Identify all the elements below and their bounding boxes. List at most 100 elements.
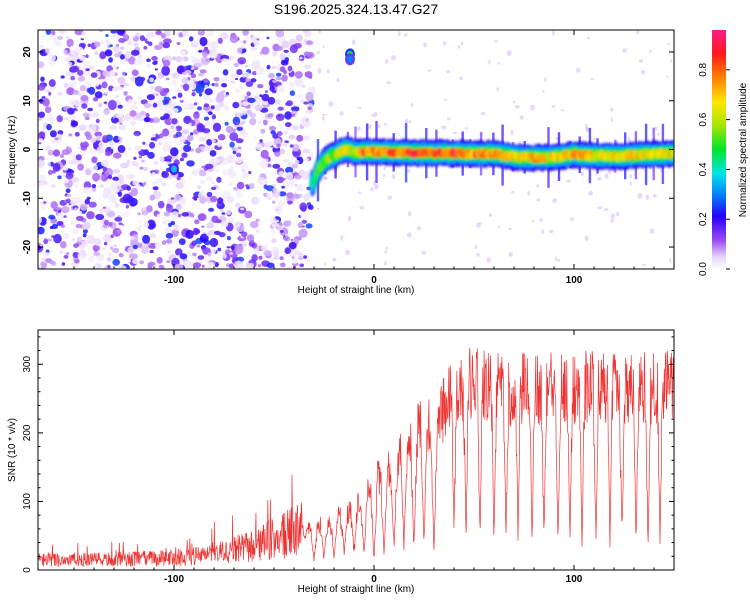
faint-speckle bbox=[552, 198, 557, 204]
noise-speckle bbox=[199, 69, 207, 74]
noise-speckle bbox=[60, 75, 65, 79]
noise-speckle bbox=[248, 171, 252, 175]
noise-speckle bbox=[263, 250, 272, 257]
noise-speckle bbox=[293, 249, 301, 255]
noise-speckle bbox=[68, 133, 73, 137]
noise-speckle bbox=[306, 40, 314, 46]
noise-speckle bbox=[228, 55, 234, 61]
noise-speckle bbox=[141, 159, 146, 163]
noise-speckle bbox=[114, 203, 120, 208]
noise-speckle bbox=[105, 34, 109, 37]
noise-speckle bbox=[299, 263, 305, 268]
noise-speckle bbox=[253, 39, 260, 47]
noise-speckle bbox=[275, 76, 282, 81]
faint-speckle bbox=[508, 252, 513, 257]
noise-speckle bbox=[75, 223, 82, 229]
snr-xtick-label: -100 bbox=[164, 574, 184, 585]
noise-speckle bbox=[161, 219, 171, 226]
noise-speckle bbox=[161, 216, 166, 219]
noise-speckle bbox=[54, 40, 62, 47]
noise-speckle bbox=[229, 132, 239, 142]
noise-speckle bbox=[228, 263, 234, 269]
noise-speckle bbox=[213, 159, 221, 164]
snr-frame bbox=[37, 329, 675, 571]
colorbar-label: Normalized spectral amplitude bbox=[738, 82, 749, 217]
noise-speckle bbox=[206, 30, 214, 37]
noise-speckle bbox=[251, 196, 260, 205]
noise-speckle bbox=[193, 262, 202, 268]
noise-speckle bbox=[198, 169, 207, 177]
faint-speckle bbox=[586, 36, 591, 40]
noise-speckle bbox=[208, 111, 213, 116]
noise-speckle bbox=[171, 72, 180, 79]
noise-speckle bbox=[149, 77, 155, 83]
noise-speckle bbox=[305, 91, 314, 102]
noise-speckle bbox=[302, 30, 309, 33]
faint-speckle bbox=[607, 168, 612, 174]
noise-speckle bbox=[48, 53, 56, 62]
noise-speckle bbox=[235, 122, 240, 125]
noise-speckle bbox=[153, 169, 160, 175]
faint-speckle bbox=[649, 228, 655, 234]
noise-speckle bbox=[182, 56, 189, 62]
noise-speckle bbox=[235, 157, 243, 164]
noise-speckle bbox=[103, 91, 109, 95]
noise-speckle bbox=[137, 220, 142, 224]
noise-speckle bbox=[292, 143, 300, 152]
faint-speckle bbox=[408, 119, 411, 124]
noise-speckle bbox=[198, 49, 203, 53]
hot-spot bbox=[171, 165, 177, 173]
noise-speckle bbox=[179, 253, 188, 260]
noise-speckle bbox=[158, 133, 164, 139]
noise-speckle bbox=[225, 125, 234, 134]
faint-speckle bbox=[527, 191, 531, 196]
faint-speckle bbox=[385, 247, 388, 250]
noise-speckle bbox=[63, 82, 69, 88]
noise-speckle bbox=[241, 163, 249, 172]
noise-speckle bbox=[278, 171, 285, 176]
noise-speckle bbox=[87, 43, 92, 48]
noise-speckle bbox=[108, 57, 113, 63]
noise-speckle bbox=[143, 221, 149, 228]
noise-speckle bbox=[68, 52, 73, 57]
noise-speckle bbox=[77, 166, 83, 170]
noise-speckle bbox=[119, 122, 123, 125]
noise-speckle bbox=[148, 232, 157, 239]
noise-speckle bbox=[206, 222, 215, 229]
noise-speckle bbox=[274, 99, 281, 105]
faint-speckle bbox=[642, 263, 647, 266]
noise-speckle bbox=[286, 192, 294, 199]
spectrogram-marks bbox=[38, 30, 674, 269]
noise-speckle bbox=[301, 84, 306, 88]
noise-speckle bbox=[261, 93, 270, 102]
noise-speckle bbox=[91, 187, 97, 192]
faint-speckle bbox=[423, 42, 427, 48]
noise-speckle bbox=[121, 211, 130, 217]
noise-speckle bbox=[279, 148, 286, 155]
noise-speckle bbox=[137, 212, 141, 216]
noise-speckle bbox=[284, 233, 289, 237]
faint-speckle bbox=[318, 30, 322, 35]
noise-speckle bbox=[236, 181, 245, 190]
noise-speckle bbox=[177, 92, 183, 98]
noise-speckle bbox=[64, 56, 71, 63]
noise-speckle bbox=[248, 183, 255, 190]
noise-speckle bbox=[201, 165, 206, 169]
noise-speckle bbox=[255, 228, 261, 233]
noise-speckle bbox=[133, 100, 138, 105]
noise-speckle bbox=[100, 159, 109, 167]
noise-speckle bbox=[235, 78, 239, 80]
faint-speckle bbox=[459, 76, 463, 81]
noise-speckle bbox=[199, 233, 209, 243]
faint-speckle bbox=[510, 130, 514, 135]
faint-speckle bbox=[352, 39, 356, 45]
noise-speckle bbox=[58, 30, 66, 34]
noise-speckle bbox=[38, 84, 46, 91]
noise-speckle bbox=[117, 76, 126, 85]
noise-speckle bbox=[236, 47, 243, 54]
noise-speckle bbox=[222, 253, 227, 259]
snr-xlabel: Height of straight line (km) bbox=[298, 584, 415, 595]
noise-speckle bbox=[96, 256, 101, 260]
noise-speckle bbox=[49, 130, 57, 138]
noise-speckle bbox=[230, 245, 235, 251]
